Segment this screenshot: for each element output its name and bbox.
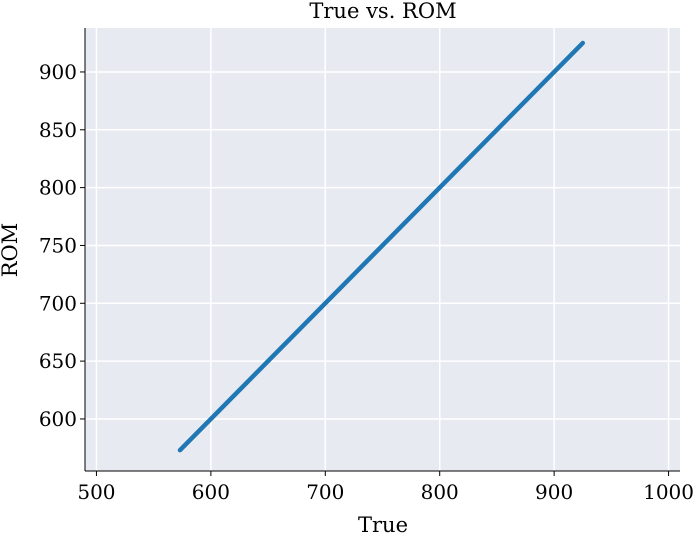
x-ticks: 500 600 700 800 900 1000 [77,471,694,504]
y-ticks: 600 650 700 750 800 850 900 [39,60,85,431]
series-line [177,40,585,453]
plot-area [85,28,680,471]
y-tick-label: 800 [39,176,77,200]
x-tick-label: 500 [77,480,115,504]
y-tick-label: 850 [39,118,77,142]
y-tick-label: 700 [39,291,77,315]
chart-title: True vs. ROM [309,0,456,23]
x-tick-label: 1000 [643,480,694,504]
y-tick-label: 600 [39,407,77,431]
series-layer [177,40,585,453]
y-axis-label: ROM [0,223,22,278]
x-tick-label: 900 [535,480,573,504]
y-tick-label: 900 [39,60,77,84]
x-gridlines [95,28,670,471]
x-tick-label: 700 [306,480,344,504]
y-tick-label: 650 [39,349,77,373]
x-axis-label: True [358,513,408,537]
y-tick-label: 750 [39,233,77,257]
y-gridlines [85,71,680,420]
x-tick-label: 800 [421,480,459,504]
x-tick-label: 600 [192,480,230,504]
